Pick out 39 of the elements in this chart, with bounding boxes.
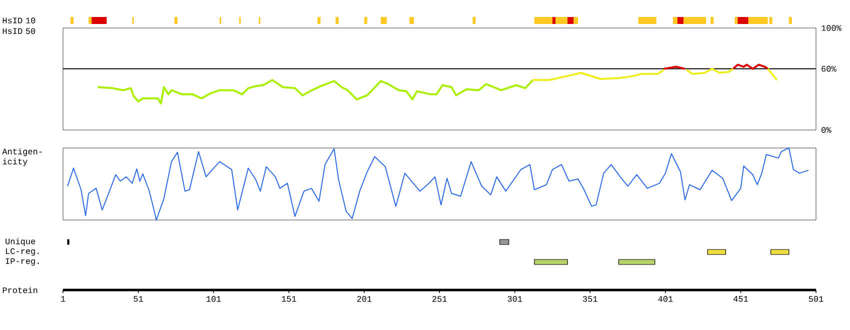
x-tick-label: 351 xyxy=(582,296,598,302)
line-series xyxy=(96,79,534,104)
bar xyxy=(568,16,574,24)
bar xyxy=(409,16,414,24)
bar xyxy=(738,16,748,24)
y-axis-title: HsID 10 xyxy=(2,18,36,24)
bar xyxy=(788,16,792,24)
bar xyxy=(677,16,684,24)
bar xyxy=(92,16,107,24)
bar xyxy=(318,16,321,24)
y-tick-label: LC-reg. xyxy=(6,248,39,256)
x-tick-label: 301 xyxy=(508,296,522,302)
y-tick-label: 60% xyxy=(822,66,836,72)
y-tick-label: 0% xyxy=(822,127,832,133)
bar xyxy=(70,16,74,24)
x-tick-label: 201 xyxy=(357,296,372,302)
x-tick-label: 151 xyxy=(282,296,296,302)
y-axis-title: Antigen-icity xyxy=(2,148,42,166)
bar xyxy=(364,16,368,24)
y-tick-label: IP-reg. xyxy=(6,258,39,266)
bar xyxy=(638,16,656,24)
x-tick-label: 401 xyxy=(658,296,673,302)
x-tick-label: 1 xyxy=(61,296,66,302)
x-tick-label: 451 xyxy=(733,296,748,302)
bar xyxy=(174,16,178,24)
bar xyxy=(552,16,556,24)
x-tick-label: 101 xyxy=(206,296,221,302)
bar xyxy=(380,16,387,24)
x-tick-label: 501 xyxy=(808,296,824,302)
bar xyxy=(710,16,714,24)
x-axis-title: Protein xyxy=(2,286,38,294)
y-axis-title: HsID 50 xyxy=(2,28,36,34)
x-tick-label: 251 xyxy=(432,296,447,302)
bar xyxy=(88,16,92,24)
y-tick-label: 100% xyxy=(822,25,842,31)
bar xyxy=(472,16,476,24)
bar xyxy=(336,16,339,24)
y-tick-label: Unique xyxy=(6,238,36,246)
x-tick-label: 51 xyxy=(134,296,143,302)
